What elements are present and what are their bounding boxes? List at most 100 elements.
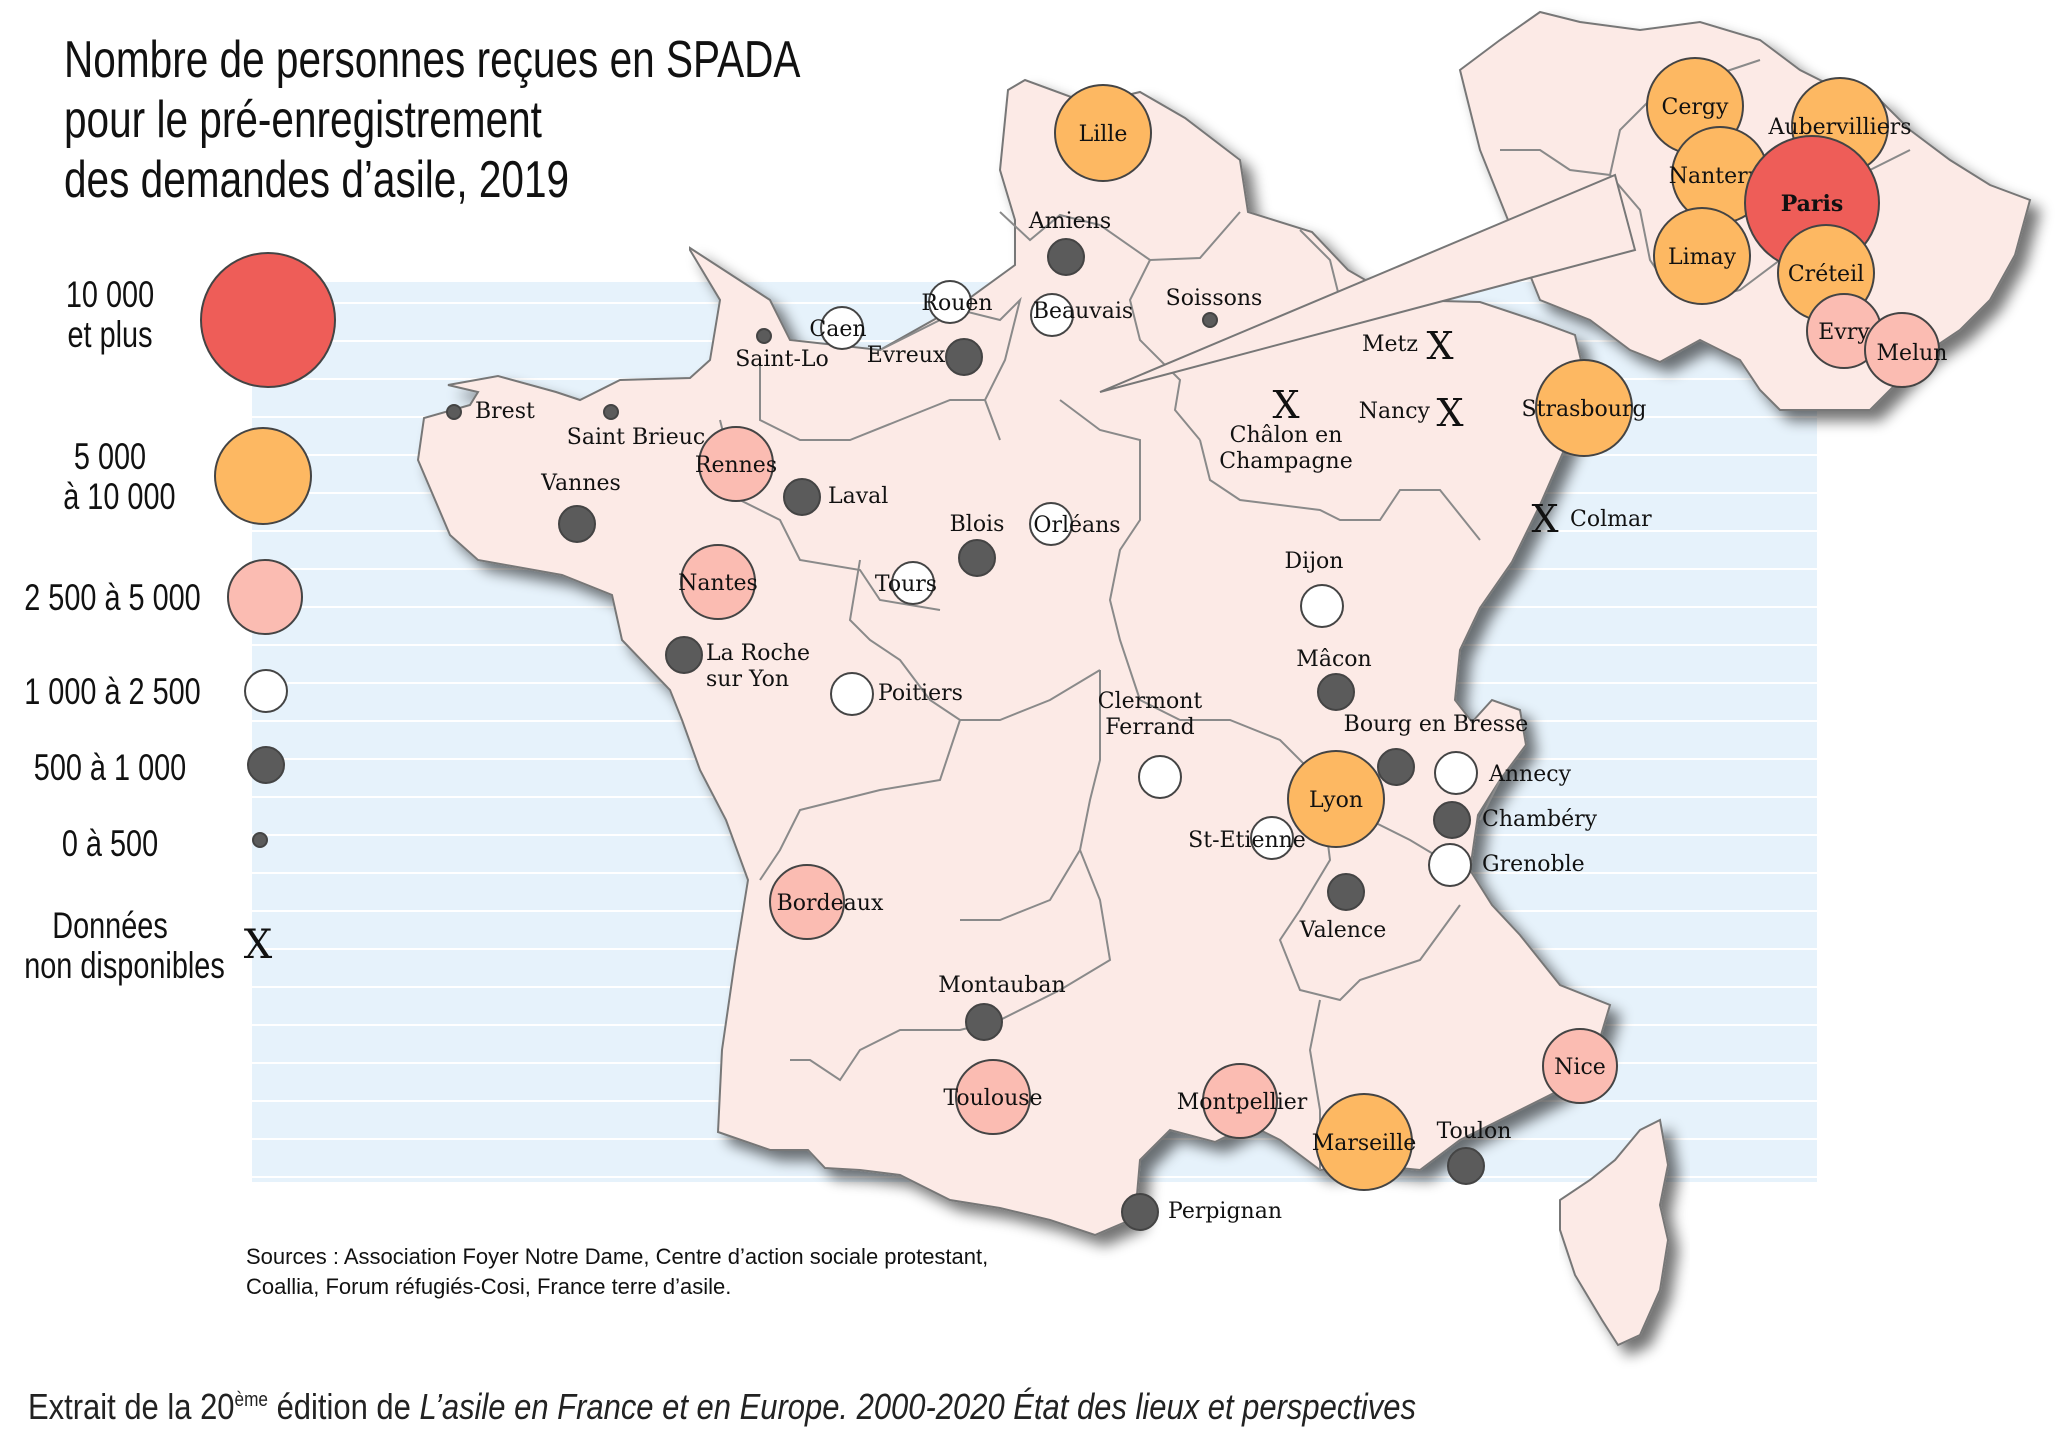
- paris-label: Paris: [1781, 191, 1844, 217]
- blois-marker: [958, 539, 996, 577]
- chalon-en-champagne-label: Châlon en Champagne: [1219, 423, 1352, 474]
- city-orleans: Orléans: [1029, 502, 1121, 546]
- lille-label: Lille: [1079, 122, 1128, 147]
- lyon-marker: [1287, 750, 1385, 848]
- annecy-label: Annecy: [1488, 762, 1572, 787]
- colmar-label: Colmar: [1570, 507, 1652, 532]
- blois-label: Blois: [950, 512, 1005, 537]
- cergy-label: Cergy: [1662, 95, 1729, 120]
- la-roche-sur-yon-marker: [665, 636, 703, 674]
- city-amiens: Amiens: [1028, 209, 1111, 276]
- legend-label-c3: 2 500 à 5 000: [24, 577, 201, 618]
- clermont-ferrand-marker: [1138, 755, 1182, 799]
- legend-label-x: Données non disponibles: [24, 905, 225, 986]
- legend-symbol-c6: [252, 832, 268, 848]
- vannes-label: Vannes: [540, 471, 621, 496]
- legend-label-c5: 500 à 1 000: [33, 747, 187, 788]
- city-perpignan: Perpignan: [1121, 1193, 1282, 1231]
- saint-brieuc-label: Saint Brieuc: [567, 425, 705, 450]
- city-vannes: Vannes: [540, 471, 621, 543]
- inset-city-melun: Melun: [1864, 312, 1948, 388]
- brest-label: Brest: [475, 399, 535, 424]
- laval-label: Laval: [828, 484, 888, 509]
- inset-city-limay: Limay: [1653, 207, 1751, 305]
- evry-label: Evry: [1818, 320, 1870, 345]
- colmar-no-data-mark: X: [1531, 497, 1558, 541]
- inset-callout: [1099, 173, 1637, 393]
- st-etienne-marker: [1250, 816, 1294, 860]
- city-toulon: Toulon: [1437, 1119, 1511, 1185]
- montauban-marker: [965, 1003, 1003, 1041]
- creteil-label: Créteil: [1788, 262, 1864, 287]
- city-nice: Nice: [1542, 1028, 1618, 1104]
- rennes-marker: [698, 426, 774, 502]
- legend-symbol-c3: [227, 559, 303, 635]
- city-rouen: Rouen: [921, 280, 993, 324]
- amiens-label: Amiens: [1028, 209, 1111, 234]
- clermont-ferrand-label: Clermont Ferrand: [1098, 689, 1203, 740]
- perpignan-marker: [1121, 1193, 1159, 1231]
- city-toulouse: Toulouse: [943, 1059, 1043, 1135]
- lille-marker: [1054, 84, 1152, 182]
- macon-marker: [1317, 673, 1355, 711]
- toulouse-label: Toulouse: [943, 1086, 1042, 1111]
- city-bordeaux: Bordeaux: [769, 864, 884, 940]
- bourg-en-bresse-marker: [1377, 748, 1415, 786]
- sources-note: Sources : Association Foyer Notre Dame, …: [246, 1244, 989, 1299]
- city-bourg-en-bresse: Bourg en Bresse: [1344, 712, 1528, 786]
- city-annecy: Annecy: [1434, 751, 1572, 795]
- city-lyon: Lyon: [1287, 750, 1385, 848]
- city-laval: Laval: [783, 478, 888, 516]
- bordeaux-label: Bordeaux: [777, 891, 884, 916]
- city-metz: X Metz: [1362, 324, 1454, 368]
- beauvais-label: Beauvais: [1033, 299, 1133, 324]
- legend-label-c2: 5 000 à 10 000: [63, 436, 176, 517]
- caen-marker: [820, 306, 864, 350]
- map-title: Nombre de personnes reçues en SPADA pour…: [64, 30, 800, 210]
- melun-label: Melun: [1877, 341, 1948, 366]
- chalon-en-champagne-no-data-mark: X: [1272, 383, 1299, 427]
- chambery-label: Chambéry: [1482, 807, 1598, 832]
- valence-label: Valence: [1299, 918, 1387, 943]
- saint-lo-marker: [756, 328, 772, 344]
- strasbourg-label: Strasbourg: [1522, 397, 1647, 422]
- city-soissons: Soissons: [1166, 286, 1263, 328]
- legend-symbol-x: X: [244, 922, 273, 968]
- chambery-marker: [1433, 801, 1471, 839]
- city-colmar: X Colmar: [1531, 497, 1652, 541]
- orleans-label: Orléans: [1033, 513, 1120, 538]
- footer-citation: Extrait de la 20ème édition de L’asile e…: [28, 1386, 1416, 1427]
- soissons-marker: [1202, 312, 1218, 328]
- saint-brieuc-marker: [603, 404, 619, 420]
- city-grenoble: Grenoble: [1428, 843, 1585, 887]
- city-blois: Blois: [950, 512, 1005, 577]
- city-dijon: Dijon: [1285, 549, 1344, 628]
- laval-marker: [783, 478, 821, 516]
- inset-city-evry: Evry: [1806, 293, 1882, 369]
- st-etienne-label: St-Etienne: [1188, 828, 1306, 853]
- city-rennes: Rennes: [695, 426, 777, 502]
- nantes-marker: [680, 544, 756, 620]
- city-tours: Tours: [875, 561, 937, 605]
- beauvais-marker: [1030, 293, 1074, 337]
- montpellier-label: Montpellier: [1177, 1090, 1308, 1115]
- legend-label-c4: 1 000 à 2 500: [24, 671, 201, 712]
- city-evreux: Evreux: [867, 338, 983, 376]
- city-brest: Brest: [446, 399, 535, 424]
- city-valence: Valence: [1299, 873, 1387, 943]
- legend-symbol-c5: [247, 746, 285, 784]
- city-marseille: Marseille: [1312, 1093, 1416, 1191]
- dijon-label: Dijon: [1285, 549, 1344, 574]
- title-line-1: Nombre de personnes reçues en SPADA: [64, 31, 801, 89]
- city-st-etienne: St-Etienne: [1188, 816, 1306, 860]
- city-montauban: Montauban: [938, 973, 1066, 1041]
- valence-marker: [1327, 873, 1365, 911]
- soissons-label: Soissons: [1166, 286, 1263, 311]
- city-macon: Mâcon: [1296, 647, 1372, 711]
- nantes-label: Nantes: [678, 571, 758, 596]
- region-borders: [719, 211, 1501, 1170]
- saint-lo-label: Saint-Lo: [735, 347, 829, 372]
